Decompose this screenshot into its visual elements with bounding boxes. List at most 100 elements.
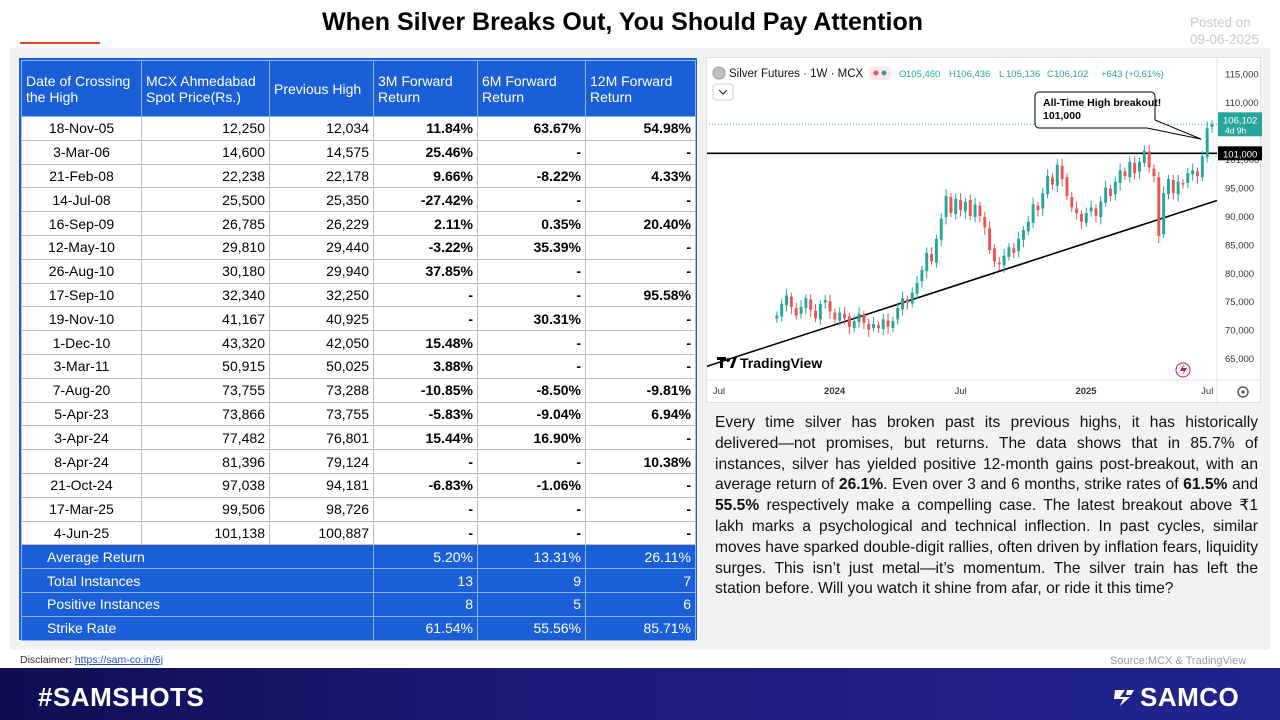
cell-3m-return: 3.88%	[373, 353, 478, 379]
table-row: 7-Aug-20 73,755 73,288 -10.85% -8.50% -9.81%	[21, 377, 696, 403]
summary-value: 61.54%	[373, 615, 478, 641]
x-tick-label: Jul	[1201, 386, 1213, 397]
candle-body	[978, 205, 982, 216]
candle-body	[1118, 170, 1122, 183]
cell-3m-return: -	[373, 306, 478, 332]
sync-dot-green	[881, 70, 887, 76]
y-tick-label: 110,000	[1225, 98, 1259, 109]
settings-gear-button[interactable]	[1237, 386, 1249, 398]
candle	[1094, 204, 1098, 223]
cell-12m-return: -	[585, 187, 696, 213]
table-row: 8-Apr-24 81,396 79,124- -10.38%	[21, 449, 696, 474]
y-tick-label: 115,000	[1225, 70, 1259, 81]
ohlc-key: L	[999, 69, 1004, 80]
candle	[828, 294, 832, 319]
col-header-3m-return: 3M Forward Return	[373, 60, 478, 117]
chart-canvas: 115,000110,000105,000101,00095,00090,000…	[707, 58, 1262, 404]
candle	[775, 311, 779, 323]
candle-body	[799, 306, 803, 314]
candle	[857, 306, 861, 328]
candle	[915, 276, 919, 299]
candle	[823, 294, 827, 309]
candle-body	[939, 218, 943, 240]
candle-body	[1162, 193, 1166, 235]
cell-spot-price: 81,396	[141, 449, 270, 474]
candle	[1021, 226, 1025, 248]
table-row: 4-Jun-25 101,138 100,887- - -	[21, 520, 696, 546]
candle	[1138, 157, 1141, 179]
candle-body	[992, 248, 996, 262]
candle	[1133, 156, 1137, 180]
cell-previous-high: 73,288	[269, 377, 374, 403]
candle	[896, 302, 900, 325]
candle-body	[1002, 255, 1006, 266]
candle	[930, 247, 934, 266]
cell-3m-return: 15.44%	[373, 425, 478, 451]
candle-body	[1012, 248, 1016, 253]
candle	[1109, 184, 1112, 202]
candle-body	[949, 197, 953, 214]
candle	[910, 287, 914, 308]
candle-body	[968, 199, 972, 216]
table-row: 5-Apr-23 73,866 73,755 -5.83% -9.04% 6.94%	[21, 401, 696, 427]
annotation-box	[1034, 91, 1156, 129]
cell-6m-return: -8.50%	[477, 377, 586, 403]
cell-3m-return: -	[373, 282, 478, 308]
summary-value: 13	[373, 568, 478, 593]
candle	[920, 265, 924, 288]
summary-row: Total Instances 13 9 7	[21, 568, 696, 593]
collapse-button-box	[712, 83, 734, 101]
candle-body	[775, 315, 779, 319]
candle	[1118, 163, 1122, 191]
candle	[780, 298, 784, 322]
tradingview-wordmark: TradingView	[740, 355, 822, 371]
collapse-button[interactable]	[712, 83, 734, 101]
cell-previous-high: 98,726	[269, 496, 374, 522]
candle	[814, 304, 817, 323]
candle	[1152, 164, 1156, 183]
table-row: 21-Feb-08 22,238 22,178 9.66% -8.22% 4.33%	[21, 163, 696, 189]
candle-body	[1157, 177, 1161, 236]
tradingview-logo-icon	[717, 357, 737, 368]
candle	[1036, 201, 1040, 217]
candle-body	[1147, 151, 1151, 168]
summary-value: 55.56%	[477, 615, 586, 641]
cell-12m-return: 54.98%	[585, 116, 696, 141]
candle	[872, 317, 876, 332]
col-header-date: Date of Crossing the High	[21, 60, 142, 117]
brand-name: SAMCO	[1140, 682, 1240, 712]
cell-spot-price: 26,785	[141, 211, 270, 236]
candle	[1060, 159, 1064, 187]
table-row: 16-Sep-09 26,785 26,229 2.11% 0.35% 20.40%	[21, 211, 696, 236]
ohlc-value: 106,436	[956, 69, 990, 80]
candle-body	[852, 321, 856, 328]
cell-spot-price: 14,600	[141, 139, 270, 165]
cell-12m-return: -	[585, 496, 696, 522]
cell-12m-return: -9.81%	[585, 377, 696, 403]
cell-date: 17-Mar-25	[21, 496, 142, 522]
cell-3m-return: 2.11%	[373, 211, 478, 236]
candle-body	[1021, 230, 1025, 240]
candle	[886, 313, 890, 335]
candle	[963, 197, 967, 219]
cell-6m-return: 63.67%	[477, 116, 586, 141]
candle	[1046, 169, 1050, 199]
cell-3m-return: 15.48%	[373, 330, 478, 355]
candle	[818, 300, 822, 325]
cell-6m-return: -1.06%	[477, 472, 586, 498]
para-text-3: and	[1227, 476, 1259, 494]
candle	[1128, 156, 1132, 183]
candle	[978, 201, 982, 223]
cell-date: 4-Jun-25	[21, 520, 142, 546]
disclaimer-link[interactable]: https://sam-co.in/6j	[74, 654, 163, 666]
candle	[1002, 248, 1006, 273]
candle	[988, 221, 992, 254]
cell-previous-high: 42,050	[269, 330, 374, 355]
disclaimer: Disclaimer: https://sam-co.in/6j	[20, 654, 163, 666]
candle	[1186, 167, 1190, 189]
cell-3m-return: -3.22%	[373, 234, 478, 260]
table-row: 14-Jul-08 25,500 25,350 -27.42% - -	[21, 187, 696, 213]
candle-body	[872, 323, 876, 328]
candle-body	[1065, 177, 1069, 196]
gear-icon	[1237, 386, 1249, 398]
